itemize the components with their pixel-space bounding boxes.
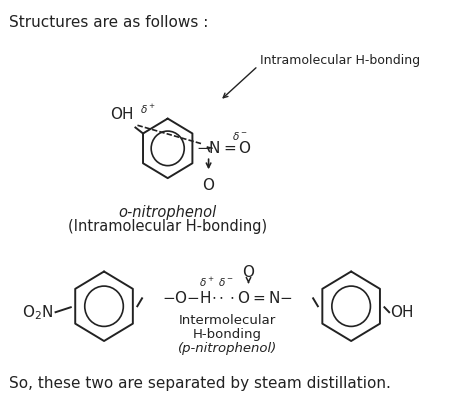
Text: So, these two are separated by steam distillation.: So, these two are separated by steam dis… <box>9 376 391 391</box>
Text: O$_2$N: O$_2$N <box>22 303 54 322</box>
Text: (p-nitrophenol): (p-nitrophenol) <box>178 342 277 355</box>
Text: $\delta^-$: $\delta^-$ <box>232 131 248 142</box>
Text: OH: OH <box>390 305 414 320</box>
Text: O: O <box>202 178 215 193</box>
Text: $\delta^+$: $\delta^+$ <box>140 103 156 115</box>
Text: $\delta^-$: $\delta^-$ <box>218 277 234 289</box>
Text: Intramolecular H-bonding: Intramolecular H-bonding <box>260 55 420 68</box>
Text: o-nitrophenol: o-nitrophenol <box>118 205 217 220</box>
Text: O: O <box>243 265 255 280</box>
Text: Structures are as follows :: Structures are as follows : <box>9 15 209 30</box>
Text: $-$N$=$O: $-$N$=$O <box>196 140 252 156</box>
Text: OH: OH <box>110 107 134 121</box>
Text: $\delta^+$: $\delta^+$ <box>199 276 215 289</box>
Text: Intermolecular: Intermolecular <box>179 314 276 327</box>
Text: (Intramolecular H-bonding): (Intramolecular H-bonding) <box>68 219 267 234</box>
Text: H-bonding: H-bonding <box>193 328 262 341</box>
Text: $-$O$-$H$\cdot\cdot\cdot$O$=$N$-$: $-$O$-$H$\cdot\cdot\cdot$O$=$N$-$ <box>162 290 293 306</box>
